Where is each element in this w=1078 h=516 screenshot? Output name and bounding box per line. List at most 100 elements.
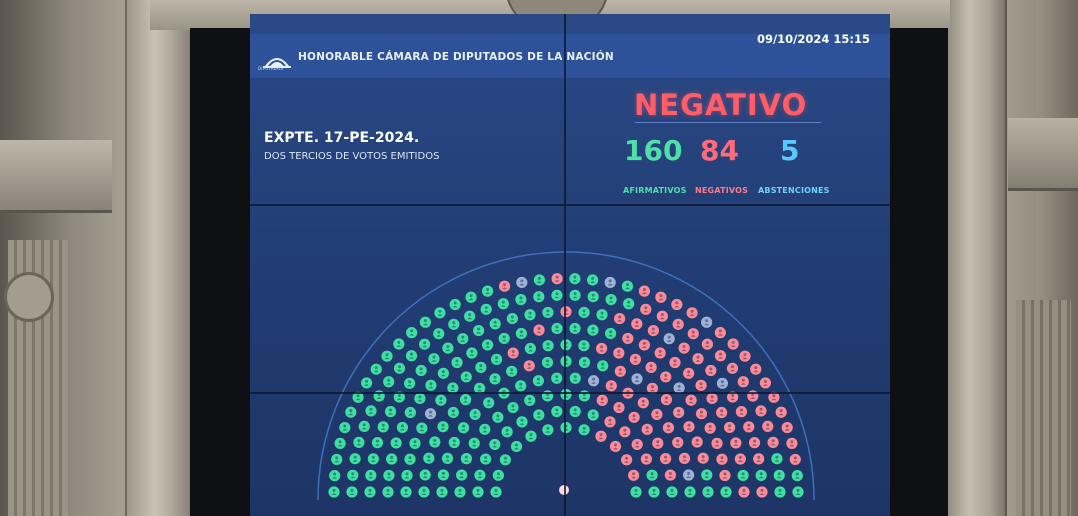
seat-icon <box>654 347 666 359</box>
seat-icon <box>755 469 767 481</box>
seat-icon <box>457 333 469 345</box>
seat-icon <box>448 318 460 330</box>
seat-icon <box>480 453 492 465</box>
seat-icon <box>587 274 599 286</box>
seat-icon <box>771 453 783 465</box>
seat-icon <box>739 350 751 362</box>
seat-icon <box>542 340 554 352</box>
seat-icon <box>748 437 761 449</box>
seat-icon <box>560 388 572 401</box>
pillar-right <box>945 0 1007 516</box>
seat-icon <box>507 347 519 359</box>
seat-icon <box>524 394 536 406</box>
seat-icon <box>353 436 365 448</box>
seat-icon <box>750 363 762 375</box>
seat-icon <box>466 347 478 359</box>
seat-icon <box>638 285 651 297</box>
seat-icon <box>738 486 750 498</box>
seat-icon <box>737 469 749 482</box>
seat-icon <box>448 436 460 449</box>
seat-icon <box>587 291 599 303</box>
seat-icon <box>737 376 749 388</box>
seat-icon <box>683 469 695 481</box>
seat-icon <box>656 310 668 322</box>
seat-icon <box>735 406 748 418</box>
seat-icon <box>702 486 714 498</box>
seat-icon <box>515 293 527 306</box>
seat-icon <box>393 362 406 374</box>
seat-icon <box>578 306 590 319</box>
seat-icon <box>447 382 459 394</box>
seat-icon <box>382 486 394 498</box>
seat-icon <box>428 353 440 365</box>
seat-icon <box>498 332 510 345</box>
seat-icon <box>437 367 449 379</box>
seat-icon <box>628 411 640 423</box>
seat-icon <box>533 324 545 336</box>
seat-icon <box>605 293 617 306</box>
seat-icon <box>551 289 563 301</box>
seat-icon <box>360 377 373 389</box>
seat-icon <box>541 356 554 369</box>
seat-icon <box>704 422 716 434</box>
seat-icon <box>390 437 402 449</box>
seat-icon <box>358 420 370 433</box>
seat-icon <box>365 405 377 417</box>
seat-icon <box>406 327 418 339</box>
seat-icon <box>339 422 351 434</box>
seat-icon <box>759 377 772 389</box>
seat-icon <box>587 375 600 387</box>
seat-icon <box>409 437 421 449</box>
seat-icon <box>631 438 643 451</box>
seat-icon <box>560 306 572 318</box>
seat-icon <box>456 469 468 481</box>
seat-icon <box>532 375 545 387</box>
seat-icon <box>474 469 486 481</box>
seat-icon <box>613 401 625 414</box>
seat-icon <box>414 392 426 405</box>
seat-icon <box>506 365 518 377</box>
seat-icon <box>370 363 382 375</box>
negativos-count: 84 <box>700 134 739 167</box>
seat-icon <box>497 298 509 310</box>
seat-icon <box>683 367 695 379</box>
seat-icon <box>672 318 684 330</box>
seat-icon <box>792 486 804 498</box>
seat-icon <box>533 409 545 421</box>
seat-icon <box>786 437 798 449</box>
header-bar <box>250 34 890 78</box>
seat-icon <box>415 364 427 377</box>
seat-icon <box>609 440 622 453</box>
panel-seam <box>564 14 566 516</box>
seat-icon <box>701 469 713 481</box>
seat-icon <box>641 423 653 435</box>
seat-icon <box>473 382 486 394</box>
seat-icon <box>672 436 684 449</box>
seat-icon <box>481 285 494 297</box>
seat-icon <box>716 406 728 419</box>
seat-icon <box>434 307 446 319</box>
seat-icon <box>492 411 504 423</box>
seat-icon <box>498 280 511 292</box>
seat-icon <box>506 312 518 325</box>
seat-icon <box>473 324 485 337</box>
seat-icon <box>666 486 678 498</box>
seat-icon <box>437 421 449 433</box>
seat-icon <box>516 416 528 428</box>
seat-icon <box>673 406 685 419</box>
abstenciones-label: ABSTENCIONES <box>758 186 830 195</box>
seat-icon <box>762 420 774 433</box>
seat-icon <box>560 422 572 434</box>
seat-icon <box>605 380 617 392</box>
seat-icon <box>621 454 633 466</box>
seat-icon <box>507 401 519 414</box>
seat-icon <box>381 350 393 362</box>
seat-icon <box>424 408 437 420</box>
seat-icon <box>416 422 428 434</box>
seat-icon <box>475 361 487 373</box>
seat-icon <box>596 394 608 406</box>
seat-icon <box>686 307 698 319</box>
seat-icon <box>775 406 787 418</box>
seat-icon <box>457 422 470 434</box>
seat-icon <box>685 394 697 406</box>
